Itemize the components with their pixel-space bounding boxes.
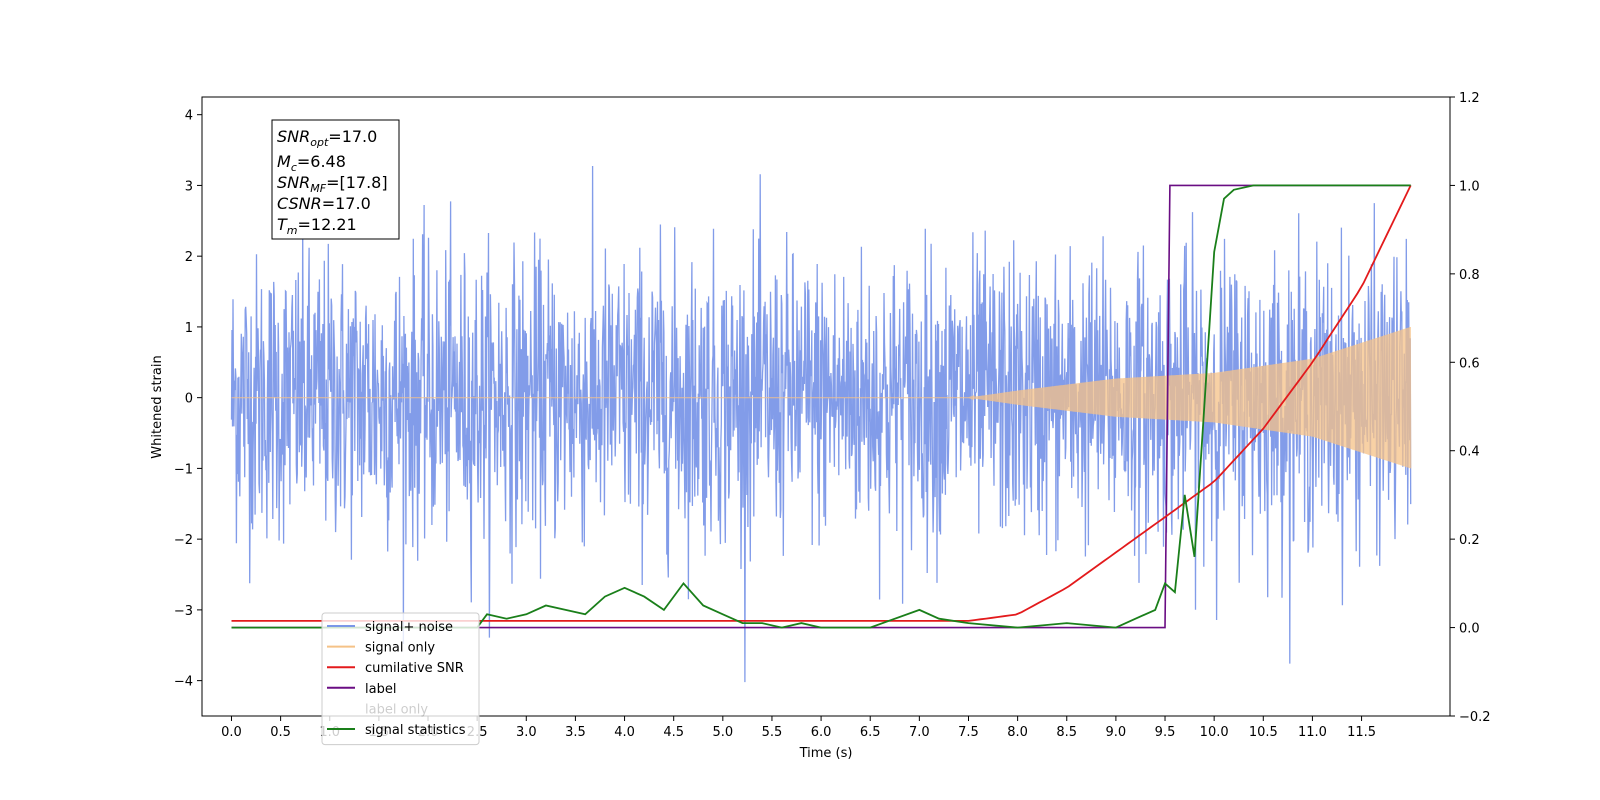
x-tick-label: 8.0 xyxy=(1007,725,1028,740)
legend-item: signal only xyxy=(327,641,435,656)
legend-label: label only xyxy=(365,702,428,717)
svg-text:CSNR=17.0: CSNR=17.0 xyxy=(277,194,371,213)
annotation-box: SNRopt=17.0 Mc=6.48 SNRMF=[17.8] CSNR=17… xyxy=(271,119,400,240)
y-tick-label: 2 xyxy=(185,250,193,265)
x-tick-label: 9.5 xyxy=(1155,725,1176,740)
x-tick-label: 7.5 xyxy=(958,725,979,740)
x-tick-label: 8.5 xyxy=(1056,725,1077,740)
y2-tick-label: 1.0 xyxy=(1459,179,1480,194)
y2-tick-label: −0.2 xyxy=(1459,710,1491,725)
series-signal-statistics xyxy=(231,184,1411,629)
legend-item: signal+ noise xyxy=(327,620,453,635)
series-signal-noise xyxy=(230,165,1412,683)
legend-item: label xyxy=(327,682,396,697)
y-tick-label: 4 xyxy=(185,109,193,124)
legend: signal+ noise signal only cumilative SNR la… xyxy=(321,612,480,746)
y-tick-label: 1 xyxy=(185,321,193,336)
legend-item: signal statistics xyxy=(327,723,466,738)
csnr-value: 17.0 xyxy=(335,194,371,213)
x-tick-label: 9.0 xyxy=(1106,725,1127,740)
x-tick-label: 6.0 xyxy=(811,725,832,740)
x-tick-label: 4.5 xyxy=(663,725,684,740)
y-tick-label: −1 xyxy=(174,462,193,477)
svg-text:Tm=12.21: Tm=12.21 xyxy=(277,215,357,237)
legend-item: cumilative SNR xyxy=(327,661,464,676)
snr-mf-value: [17.8] xyxy=(339,173,387,192)
y2-tick-label: 0.4 xyxy=(1459,445,1480,460)
y-tick-label: −2 xyxy=(174,533,193,548)
y2-tick-label: 0.8 xyxy=(1459,268,1480,283)
x-tick-label: 11.0 xyxy=(1298,725,1327,740)
y-axis-left: 4 3 2 1 0 −1 −2 −3 −4 xyxy=(174,109,202,690)
x-axis: 0.00.51.01.52.02.53.03.54.04.55.05.56.06… xyxy=(221,716,1376,740)
legend-label: label xyxy=(365,682,396,697)
svg-text:Mc=6.48: Mc=6.48 xyxy=(277,152,346,174)
y2-tick-label: 0.6 xyxy=(1459,356,1480,371)
y-axis-right: 1.2 1.0 0.8 0.6 0.4 0.2 0.0 −0.2 xyxy=(1450,91,1491,725)
mc-value: 6.48 xyxy=(310,152,346,171)
x-tick-label: 5.5 xyxy=(762,725,783,740)
legend-label: signal+ noise xyxy=(365,620,453,635)
y2-tick-label: 1.2 xyxy=(1459,91,1480,106)
x-tick-label: 7.0 xyxy=(909,725,930,740)
y2-tick-label: 0.2 xyxy=(1459,533,1480,548)
svg-text:SNRMF=[17.8]: SNRMF=[17.8] xyxy=(277,173,388,195)
x-tick-label: 3.5 xyxy=(565,725,586,740)
legend-label: signal statistics xyxy=(365,723,466,738)
x-tick-label: 6.5 xyxy=(860,725,881,740)
y-tick-label: −4 xyxy=(174,675,193,690)
legend-item: label only xyxy=(365,702,428,717)
x-tick-label: 10.5 xyxy=(1249,725,1278,740)
svg-text:SNRopt=17.0: SNRopt=17.0 xyxy=(277,127,377,149)
x-tick-label: 3.0 xyxy=(516,725,537,740)
y-tick-label: 3 xyxy=(185,179,193,194)
tm-value: 12.21 xyxy=(311,215,357,234)
x-tick-label: 10.0 xyxy=(1200,725,1229,740)
x-tick-label: 5.0 xyxy=(712,725,733,740)
snr-opt-value: 17.0 xyxy=(342,127,378,146)
x-tick-label: 0.0 xyxy=(221,725,242,740)
x-axis-label: Time (s) xyxy=(799,746,853,761)
y-tick-label: −3 xyxy=(174,604,193,619)
legend-label: signal only xyxy=(365,641,435,656)
y-tick-label: 0 xyxy=(185,392,193,407)
series-signal-only xyxy=(231,326,1412,469)
legend-frame xyxy=(321,612,480,746)
plot-frame xyxy=(201,96,1451,717)
x-tick-label: 11.5 xyxy=(1347,725,1376,740)
x-tick-label: 0.5 xyxy=(270,725,291,740)
y-axis-label: Whitened strain xyxy=(150,355,165,458)
x-tick-label: 4.0 xyxy=(614,725,635,740)
y2-tick-label: 0.0 xyxy=(1459,622,1480,637)
legend-label: cumilative SNR xyxy=(365,661,464,676)
